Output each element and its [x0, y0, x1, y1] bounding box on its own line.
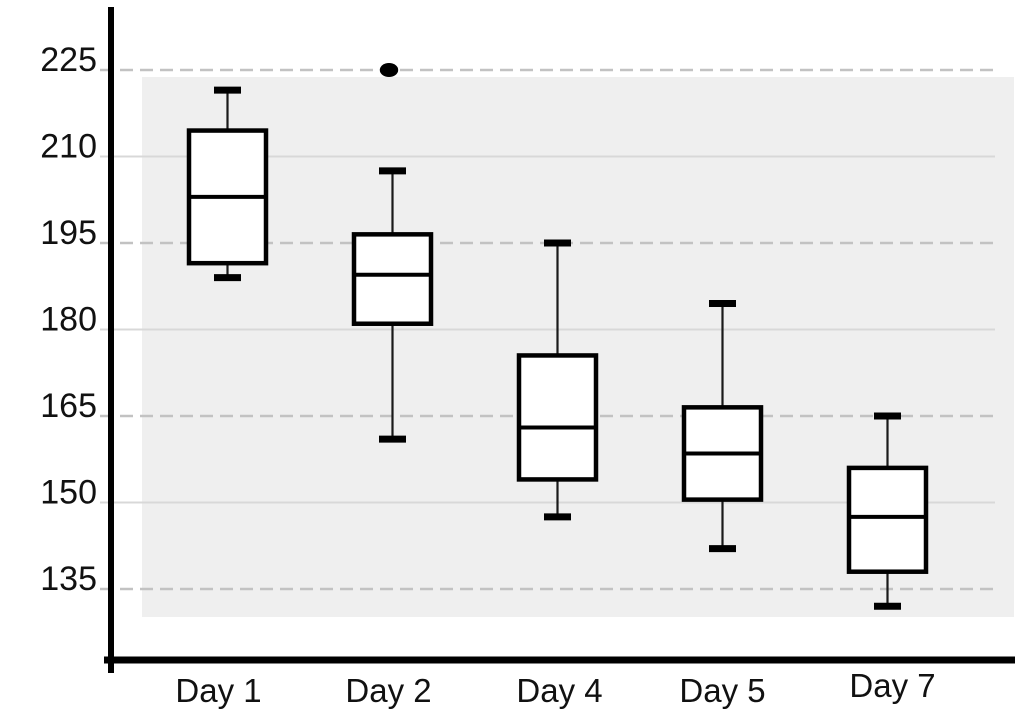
y-tick-label-165: 165 — [40, 387, 97, 425]
y-tick-label-195: 195 — [40, 214, 97, 252]
box-day-2 — [351, 232, 434, 326]
outlier-day-2-225 — [379, 63, 399, 77]
x-category-label-day-2: Day 2 — [345, 672, 431, 709]
x-category-label-day-1: Day 1 — [175, 672, 261, 709]
box-day-4 — [516, 353, 599, 482]
box-day-7 — [846, 465, 929, 574]
y-tick-label-150: 150 — [40, 474, 97, 512]
x-category-label-day-5: Day 5 — [679, 672, 765, 709]
y-tick-label-180: 180 — [40, 301, 97, 339]
y-tick-label-210: 210 — [40, 128, 97, 166]
y-tick-label-135: 135 — [40, 560, 97, 598]
y-tick-label-225: 225 — [40, 41, 97, 79]
x-category-label-day-4: Day 4 — [516, 672, 602, 709]
x-category-label-day-7: Day 7 — [849, 667, 935, 704]
